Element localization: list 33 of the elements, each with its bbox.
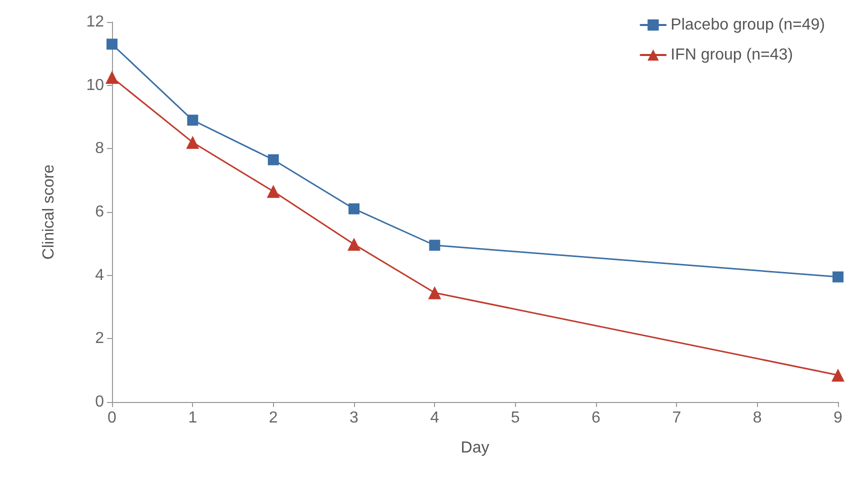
y-tick-label: 12 (86, 14, 104, 30)
y-axis-title: Clinical score (40, 164, 58, 260)
x-tick-label: 9 (834, 410, 843, 426)
x-tick-label: 3 (350, 410, 359, 426)
point (268, 154, 279, 166)
x-tick-label: 5 (510, 410, 520, 426)
point (266, 184, 280, 198)
point (832, 271, 844, 282)
y-tick-label: 10 (86, 76, 104, 94)
y-tick-label: 4 (95, 266, 104, 284)
x-tick-label: 6 (592, 410, 601, 426)
y-tick-label: 8 (95, 140, 104, 158)
x-tick-label: 2 (268, 410, 278, 426)
y-tick-label: 2 (95, 330, 104, 348)
x-tick-label: 8 (752, 410, 762, 426)
point (429, 240, 440, 251)
legend-label: IFN group (n=43) (670, 46, 793, 64)
point (106, 38, 118, 50)
x-tick-label: 4 (430, 410, 440, 426)
x-tick-label: 0 (108, 410, 117, 426)
point (832, 368, 844, 382)
x-tick-label: 7 (672, 410, 682, 426)
point (186, 136, 200, 149)
x-tick-label: 1 (188, 410, 198, 426)
y-tick-label: 0 (95, 394, 104, 410)
legend-label: Placebo group (n=49) (670, 16, 825, 34)
point (348, 203, 360, 214)
point (106, 70, 118, 84)
point (187, 114, 198, 126)
point (348, 238, 360, 251)
y-tick-label: 6 (95, 204, 104, 220)
x-axis-title: Day (460, 440, 490, 456)
point (428, 286, 442, 300)
